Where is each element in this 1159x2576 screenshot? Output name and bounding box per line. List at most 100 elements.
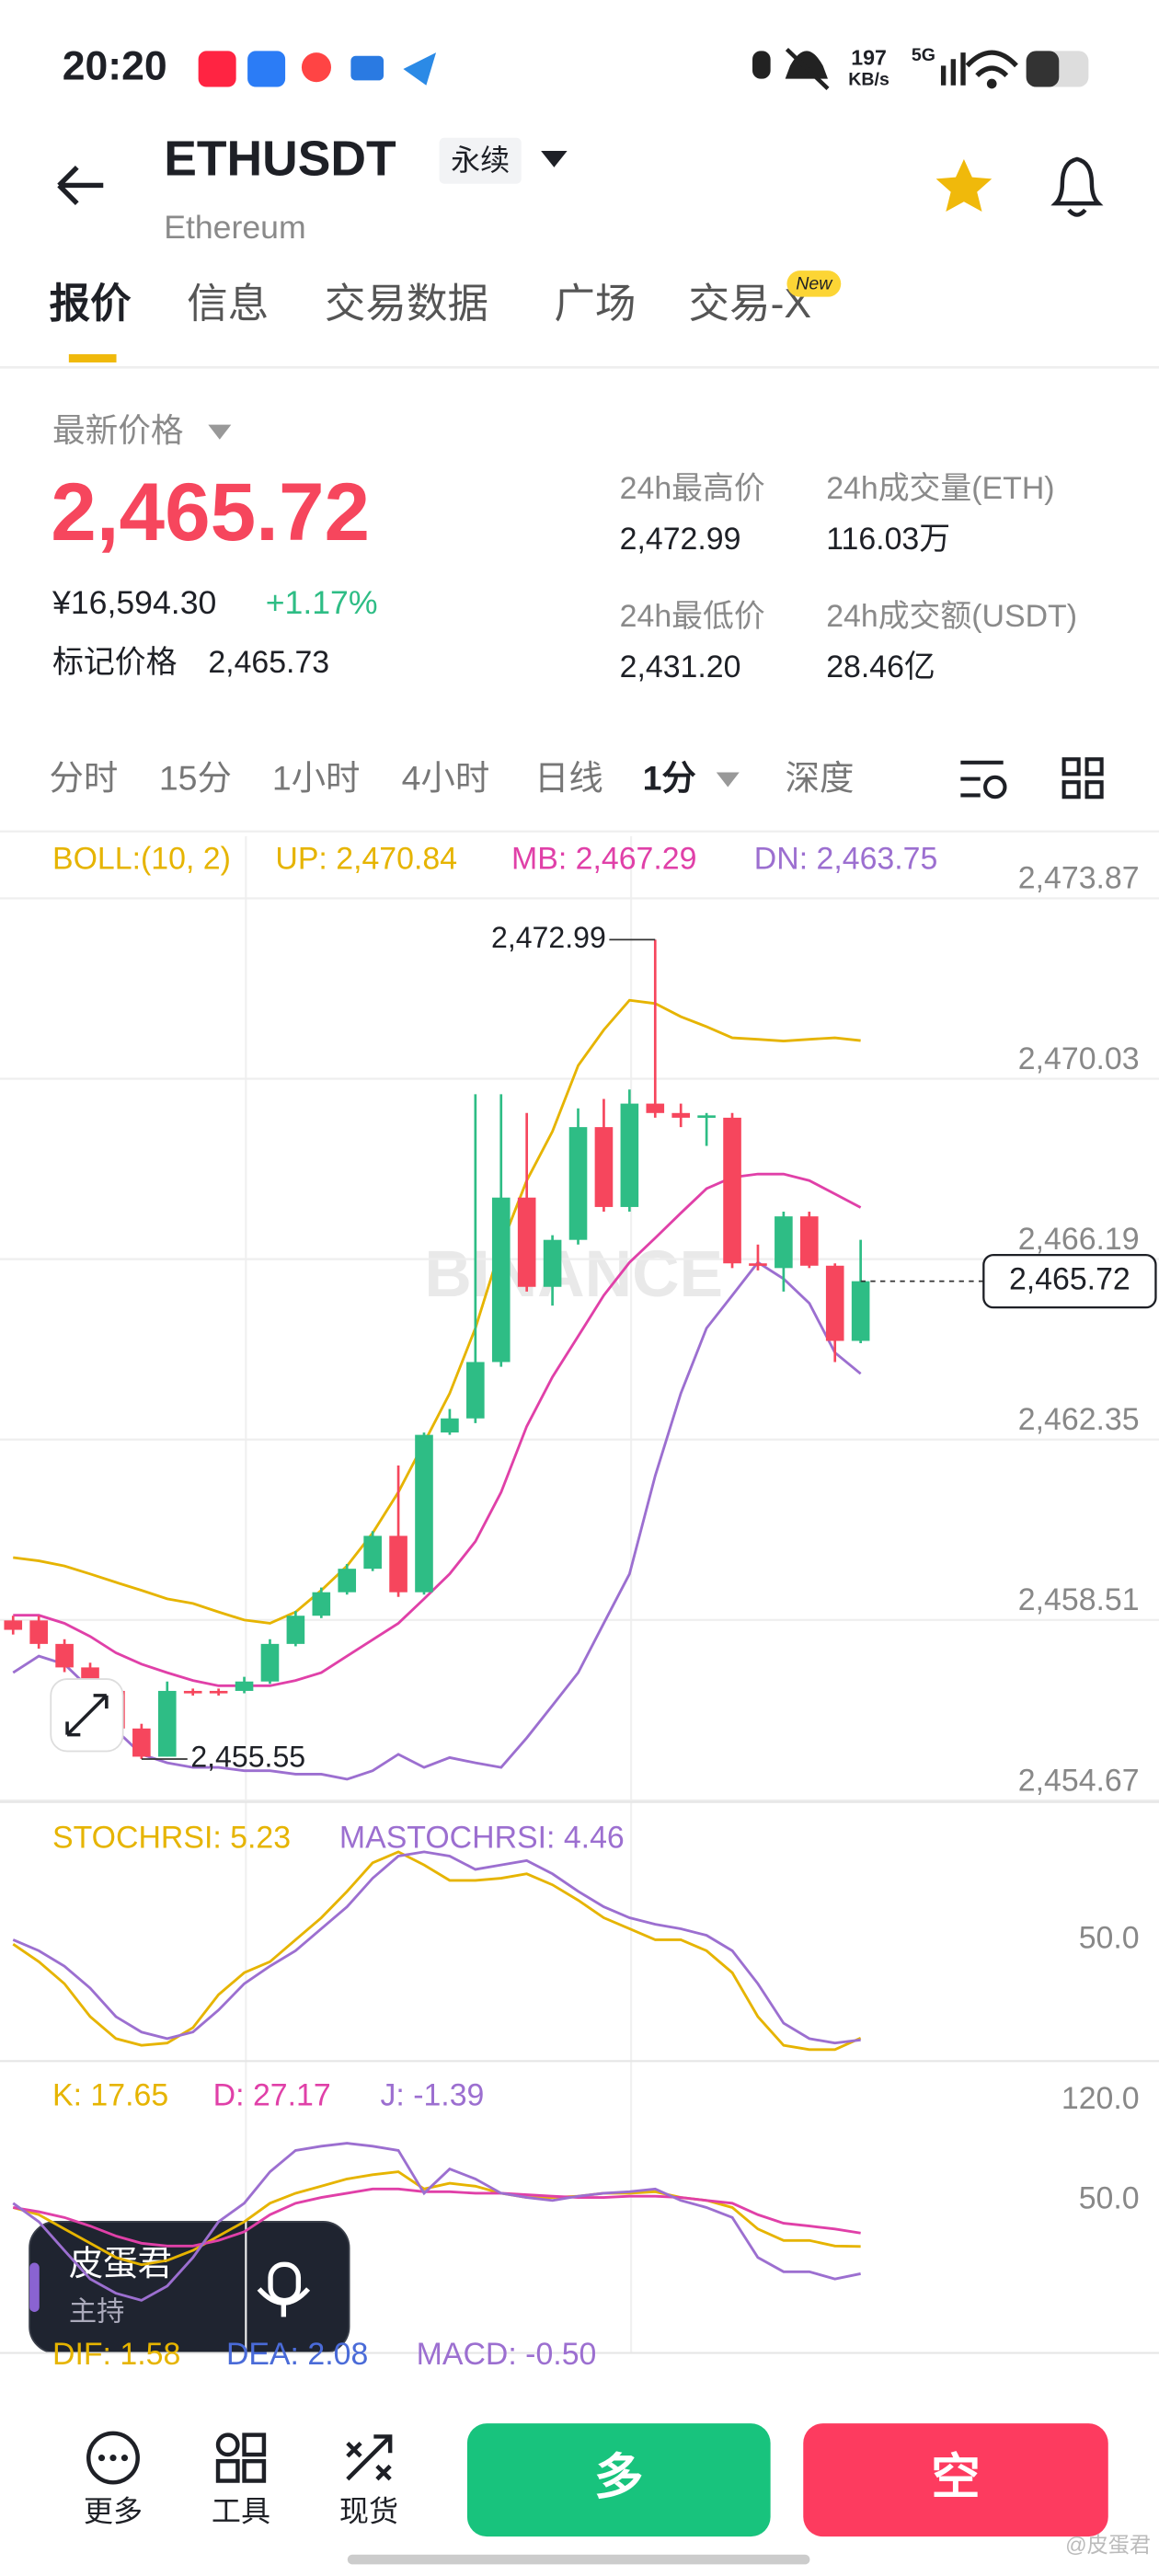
interval[interactable]: 1小时: [272, 758, 361, 797]
network-speed: 197: [851, 45, 887, 69]
action-tools[interactable]: 工具: [212, 2495, 270, 2528]
contract-type: 永续: [451, 144, 510, 177]
y-tick-label: 50.0: [1079, 2181, 1140, 2216]
interval[interactable]: 15分: [159, 758, 232, 797]
more-icon[interactable]: [86, 2431, 140, 2485]
new-badge-text: New: [796, 273, 833, 293]
charts: BINANCE 2,473.87 2,470.03 2,466.19 2,462.35 2…: [0, 836, 1159, 2372]
mark-price: 2,465.73: [208, 645, 329, 680]
stat-label: 24h最高价: [620, 471, 765, 506]
last-price-label: 最新价格: [52, 412, 184, 449]
candle-body: [209, 1690, 228, 1694]
candle-body: [312, 1592, 331, 1616]
candle-body: [620, 1103, 639, 1207]
mark-price-label: 标记价格: [52, 645, 178, 680]
candle-body: [338, 1569, 357, 1593]
indicator-line: [13, 1172, 862, 1687]
candle-body: [749, 1263, 767, 1266]
interval[interactable]: 日线: [534, 758, 603, 797]
macd-legend: DIF: 1.58: [52, 2337, 180, 2372]
host-role: 主持: [69, 2296, 125, 2328]
price-dropdown[interactable]: [208, 424, 232, 440]
tab[interactable]: 交易数据: [325, 282, 488, 327]
interval[interactable]: 4小时: [402, 758, 490, 797]
y-tick-label: 2,473.87: [1018, 861, 1140, 896]
candle-body: [697, 1115, 716, 1119]
candle-body: [517, 1197, 536, 1287]
legend-entry: MASTOCHRSI: 4.46: [339, 1821, 625, 1856]
stat-value: 116.03万: [826, 522, 950, 557]
interval[interactable]: 深度: [786, 758, 855, 797]
candle-body: [363, 1535, 382, 1570]
candle-body: [441, 1418, 459, 1433]
y-tick-label: 2,454.67: [1018, 1763, 1140, 1798]
stat-value: 2,431.20: [620, 650, 741, 684]
home-indicator: [347, 2554, 810, 2565]
candle-body: [132, 1728, 151, 1757]
status-icons: [752, 47, 1089, 90]
back-button[interactable]: [57, 165, 104, 205]
candle-body: [157, 1690, 177, 1757]
stat-label: 24h最低价: [620, 599, 765, 634]
legend-entry: DN: 2,463.75: [754, 842, 938, 877]
candle-body: [415, 1434, 433, 1593]
fullscreen-icon: [65, 1694, 109, 1737]
new-badge: [786, 270, 842, 297]
y-tick-label: 2,470.03: [1018, 1041, 1140, 1076]
indicator-line: [12, 2142, 861, 2302]
tab[interactable]: 信息: [187, 282, 269, 327]
indicator-name: BOLL:(10, 2): [52, 842, 231, 877]
indicator-line: [12, 2170, 861, 2267]
footer-watermark: @皮蛋君: [1065, 2533, 1151, 2557]
stat-value: 2,472.99: [620, 522, 741, 557]
layout-switch[interactable]: [1061, 757, 1104, 799]
candle-body: [260, 1643, 280, 1682]
candle-body: [543, 1239, 562, 1287]
action-spot[interactable]: 现货: [339, 2495, 398, 2528]
alert-bell[interactable]: [1050, 156, 1104, 217]
long-button-text[interactable]: 多: [594, 2451, 643, 2505]
favorite-star[interactable]: [935, 158, 993, 212]
host-card[interactable]: [29, 2221, 350, 2354]
symbol[interactable]: ETHUSDT: [164, 132, 396, 187]
short-button-text[interactable]: 空: [931, 2451, 980, 2505]
indicator-line: [12, 1850, 862, 2052]
stat-label: 24h成交量(ETH): [826, 471, 1054, 506]
candle-body: [4, 1620, 23, 1630]
watermark: BINANCE: [424, 1237, 723, 1311]
symbol-dropdown[interactable]: [541, 151, 568, 167]
candle-body: [723, 1117, 741, 1264]
interval[interactable]: 1分: [643, 758, 696, 797]
candle-body: [800, 1216, 819, 1266]
tools-icon[interactable]: [215, 2432, 267, 2483]
indicator-line: [13, 2187, 861, 2248]
interval[interactable]: 分时: [49, 758, 118, 797]
legend-entry: J: -1.39: [380, 2077, 484, 2112]
interval-dropdown[interactable]: [716, 772, 740, 788]
high-label: 2,472.99: [491, 921, 606, 954]
legend-entry: STOCHRSI: 5.23: [52, 1821, 291, 1856]
candle-body: [183, 1690, 202, 1694]
macd-legend: MACD: -0.50: [417, 2337, 597, 2372]
candle-body: [851, 1281, 870, 1341]
tab[interactable]: 报价: [49, 282, 132, 327]
indicator-settings[interactable]: [960, 760, 1007, 799]
tab[interactable]: 广场: [554, 282, 636, 327]
contract-badge: [439, 137, 522, 184]
y-tick-label: 120.0: [1061, 2081, 1140, 2116]
price-change: +1.17%: [266, 584, 378, 621]
legend-entry: D: 27.17: [213, 2077, 331, 2112]
short-button[interactable]: [803, 2423, 1108, 2537]
last-price-tag: 2,465.72: [1009, 1262, 1130, 1297]
clock: 20:20: [63, 44, 167, 89]
y-tick-label: 2,458.51: [1018, 1582, 1140, 1617]
long-button[interactable]: [466, 2423, 771, 2537]
candle-body: [55, 1643, 74, 1668]
stat-label: 24h成交额(USDT): [826, 599, 1077, 634]
candle-body: [389, 1535, 407, 1593]
action-more[interactable]: 更多: [84, 2495, 143, 2528]
spot-icon[interactable]: [346, 2434, 393, 2481]
cny-price: ¥16,594.30: [52, 584, 216, 621]
